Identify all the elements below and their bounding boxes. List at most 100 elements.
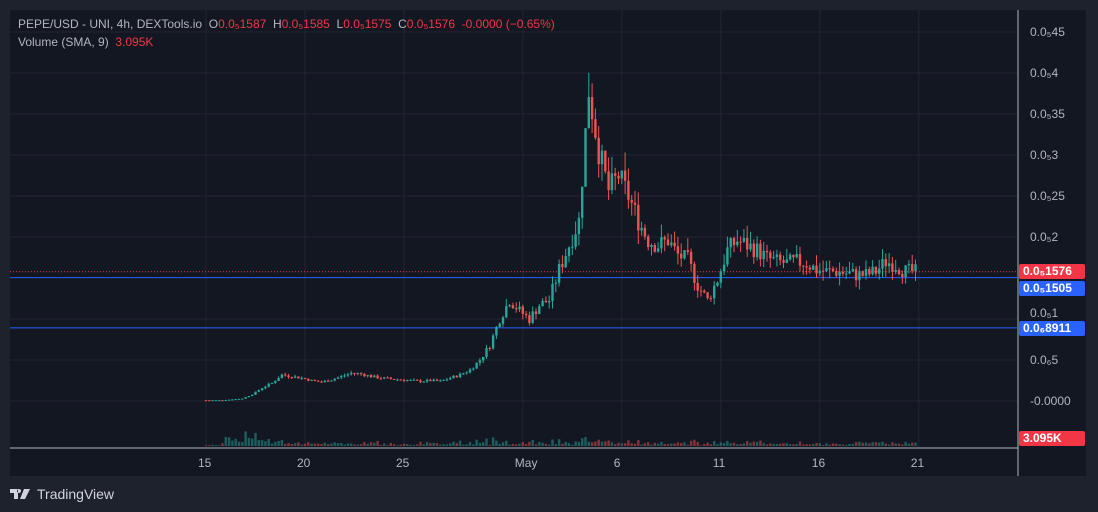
chart-panel[interactable]: PEPE/USD - UNI, 4h, DEXTools.io O0.0₅158… <box>10 10 1086 476</box>
volume-bar <box>505 440 508 446</box>
volume-bar <box>686 444 689 446</box>
candle-body <box>653 244 656 252</box>
candle-body <box>762 250 765 260</box>
volume-bar <box>881 441 884 446</box>
volume-bar <box>901 444 904 446</box>
tradingview-logo[interactable]: TradingView <box>10 486 114 502</box>
candle-body <box>508 305 511 307</box>
volume-bar <box>307 442 310 446</box>
volume-bar <box>699 445 703 446</box>
candle-body <box>307 378 310 381</box>
volume-bar <box>458 440 462 446</box>
volume-bar <box>491 437 495 446</box>
volume-bar <box>422 444 425 446</box>
volume-bar <box>769 443 772 446</box>
candle-body <box>392 378 396 380</box>
volume-bar <box>340 443 343 446</box>
volume-bar <box>683 442 686 446</box>
candle-body <box>854 269 858 281</box>
candle-body <box>462 373 465 375</box>
candle-body <box>432 379 435 382</box>
candle-body <box>293 376 297 378</box>
candle-body <box>455 375 458 378</box>
candle-body <box>211 400 214 402</box>
volume-bar <box>303 443 307 446</box>
candle-body <box>326 380 330 382</box>
volume-bar <box>495 440 498 446</box>
x-tick-label: 16 <box>811 456 826 470</box>
volume-bar <box>534 444 538 446</box>
y-tick-label: 0.0₅3 <box>1030 148 1059 162</box>
candle-body <box>835 271 838 276</box>
volume-bar <box>663 443 666 446</box>
volume-bar <box>746 441 749 446</box>
candle-body <box>521 306 524 314</box>
volume-bar <box>845 445 848 446</box>
price-chart[interactable] <box>10 10 1086 476</box>
candle-body <box>689 251 693 264</box>
candle-body <box>287 375 290 377</box>
volume-bar <box>584 436 587 446</box>
volume-bar <box>293 443 297 446</box>
candle-body <box>534 311 538 315</box>
volume-bar <box>660 441 663 446</box>
candle-body <box>620 170 623 179</box>
candle-body <box>736 241 739 246</box>
candle-body <box>241 398 244 400</box>
volume-bar <box>706 442 709 446</box>
candle-body <box>416 379 419 381</box>
volume-bar <box>574 441 577 446</box>
volume-bar <box>280 440 284 446</box>
volume-bar <box>445 444 449 446</box>
volume-bar <box>257 439 260 446</box>
volume-bar <box>759 440 762 446</box>
candle-body <box>310 379 313 381</box>
volume-bar <box>323 442 326 446</box>
candle-body <box>841 271 845 274</box>
candle-body <box>614 173 617 176</box>
candle-body <box>633 202 637 205</box>
candle-body <box>623 170 627 181</box>
candle-body <box>564 256 567 268</box>
volume-bar <box>432 442 435 446</box>
volume-bar <box>538 441 541 446</box>
candle-body <box>290 376 293 378</box>
candle-body <box>449 378 452 380</box>
candle-body <box>660 237 663 249</box>
volume-bar <box>911 442 914 446</box>
volume-bar <box>854 442 858 446</box>
candle-body <box>267 383 270 387</box>
candle-body <box>515 308 518 310</box>
volume-bar <box>455 443 458 446</box>
volume-bar <box>623 443 627 446</box>
volume-bar <box>581 438 584 446</box>
volume-bar <box>577 441 581 446</box>
volume-bar <box>399 444 402 446</box>
volume-bar <box>326 444 330 446</box>
volume-bar <box>498 443 501 446</box>
candle-body <box>257 390 260 392</box>
volume-bar <box>439 444 442 446</box>
candle-body <box>399 379 402 381</box>
candle-body <box>501 317 505 324</box>
volume-bar <box>864 442 868 446</box>
volume-bar <box>640 444 643 446</box>
symbol-title: PEPE/USD - UNI, 4h, DEXTools.io <box>18 17 203 31</box>
volume-bar <box>204 445 208 446</box>
volume-bar <box>363 442 366 446</box>
candle-body <box>772 257 775 259</box>
candle-body <box>683 250 686 259</box>
volume-bar <box>234 438 237 446</box>
volume-bar <box>729 443 732 446</box>
candle-body <box>759 243 762 260</box>
volume-bar <box>617 442 620 446</box>
candle-body <box>640 227 643 231</box>
volume-bar <box>544 443 548 446</box>
volume-bar <box>722 443 726 446</box>
volume-bar <box>779 443 782 446</box>
candle-body <box>383 377 386 379</box>
volume-bar <box>320 444 323 446</box>
candle-body <box>861 271 864 276</box>
volume-bar <box>868 443 871 446</box>
volume-bar <box>346 443 350 446</box>
